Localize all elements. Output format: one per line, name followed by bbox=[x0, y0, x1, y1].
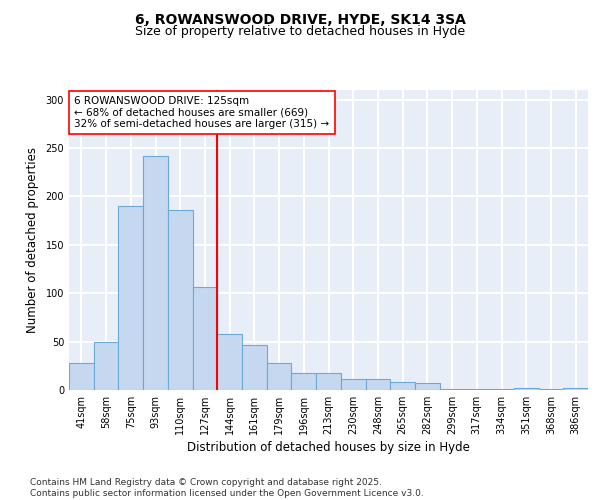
Bar bbox=[514, 388, 539, 390]
Bar bbox=[118, 206, 143, 390]
Bar bbox=[217, 334, 242, 390]
Bar bbox=[341, 380, 365, 390]
Bar bbox=[193, 288, 217, 390]
Text: 6 ROWANSWOOD DRIVE: 125sqm
← 68% of detached houses are smaller (669)
32% of sem: 6 ROWANSWOOD DRIVE: 125sqm ← 68% of deta… bbox=[74, 96, 329, 129]
Bar bbox=[390, 382, 415, 390]
Bar bbox=[168, 210, 193, 390]
Bar bbox=[365, 380, 390, 390]
Bar bbox=[292, 372, 316, 390]
Bar bbox=[69, 363, 94, 390]
Bar bbox=[143, 156, 168, 390]
Bar bbox=[242, 346, 267, 390]
X-axis label: Distribution of detached houses by size in Hyde: Distribution of detached houses by size … bbox=[187, 441, 470, 454]
Y-axis label: Number of detached properties: Number of detached properties bbox=[26, 147, 38, 333]
Bar bbox=[539, 389, 563, 390]
Bar bbox=[415, 383, 440, 390]
Bar bbox=[316, 372, 341, 390]
Text: 6, ROWANSWOOD DRIVE, HYDE, SK14 3SA: 6, ROWANSWOOD DRIVE, HYDE, SK14 3SA bbox=[134, 12, 466, 26]
Text: Size of property relative to detached houses in Hyde: Size of property relative to detached ho… bbox=[135, 25, 465, 38]
Bar bbox=[563, 388, 588, 390]
Bar bbox=[440, 389, 464, 390]
Bar bbox=[94, 342, 118, 390]
Bar bbox=[464, 389, 489, 390]
Text: Contains HM Land Registry data © Crown copyright and database right 2025.
Contai: Contains HM Land Registry data © Crown c… bbox=[30, 478, 424, 498]
Bar bbox=[267, 363, 292, 390]
Bar bbox=[489, 389, 514, 390]
